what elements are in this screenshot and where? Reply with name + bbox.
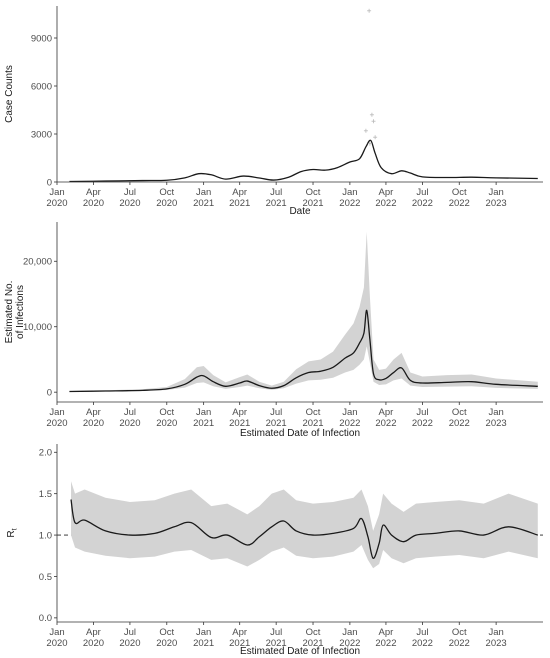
interval-band-infections bbox=[69, 231, 538, 392]
data-point bbox=[363, 128, 368, 133]
x-tick-label: Jan 2020 bbox=[46, 627, 67, 649]
y-axis-title: Estimated No.of Infections bbox=[4, 281, 26, 344]
y-tick-label: 6000 bbox=[31, 81, 52, 92]
x-tick-label: Jul 2020 bbox=[119, 187, 140, 209]
estimate-line-infections bbox=[69, 309, 538, 393]
x-tick-label: Jan 2021 bbox=[193, 407, 214, 429]
x-tick-label: Oct 2022 bbox=[449, 407, 470, 429]
x-tick-label: Jul 2020 bbox=[119, 407, 140, 429]
data-point bbox=[367, 8, 372, 13]
x-tick-label: Jan 2021 bbox=[193, 187, 214, 209]
y-tick-label: 0 bbox=[47, 177, 52, 188]
y-tick-label: 0.5 bbox=[39, 572, 52, 583]
plot-area-rt bbox=[57, 481, 543, 569]
y-tick-label: 0.0 bbox=[39, 613, 52, 624]
data-point bbox=[369, 112, 374, 117]
x-tick-label: Oct 2022 bbox=[449, 187, 470, 209]
x-tick-label: Apr 2020 bbox=[83, 187, 104, 209]
smoothed-line-cases bbox=[69, 139, 538, 182]
x-tick-label: Jan 2020 bbox=[46, 187, 67, 209]
x-tick-label: Jan 2023 bbox=[486, 187, 507, 209]
x-tick-label: Jul 2021 bbox=[266, 407, 287, 429]
x-tick-label: Apr 2020 bbox=[83, 407, 104, 429]
x-tick-label: Jul 2022 bbox=[412, 407, 433, 429]
x-tick-label: Apr 2021 bbox=[229, 187, 250, 209]
x-tick-label: Oct 2020 bbox=[156, 407, 177, 429]
interval-band-rt bbox=[71, 481, 538, 569]
x-tick-label: Jan 2021 bbox=[193, 627, 214, 649]
x-tick-label: Oct 2020 bbox=[156, 627, 177, 649]
x-tick-label: Apr 2020 bbox=[83, 627, 104, 649]
x-tick-label: Jan 2022 bbox=[339, 627, 360, 649]
x-tick-label: Jul 2022 bbox=[412, 187, 433, 209]
x-tick-label: Jul 2020 bbox=[119, 627, 140, 649]
y-tick-label: 1.0 bbox=[39, 530, 52, 541]
x-tick-label: Apr 2022 bbox=[375, 627, 396, 649]
x-tick-label: Jul 2021 bbox=[266, 187, 287, 209]
x-tick-label: Jan 2023 bbox=[486, 627, 507, 649]
y-tick-label: 2.0 bbox=[39, 448, 52, 459]
x-tick-label: Oct 2021 bbox=[302, 627, 323, 649]
data-point bbox=[373, 135, 378, 140]
x-tick-label: Apr 2022 bbox=[375, 187, 396, 209]
x-tick-label: Jan 2022 bbox=[339, 407, 360, 429]
plot-area-infections bbox=[69, 231, 538, 393]
x-tick-label: Jul 2022 bbox=[412, 627, 433, 649]
y-tick-label: 9000 bbox=[31, 33, 52, 44]
panel-rt: 0.0 0.5 1.0 1.5 2.0 Jan 2020 Apr 2020 Jul 2020 Oct 2… bbox=[6, 444, 543, 657]
x-tick-label: Oct 2022 bbox=[449, 627, 470, 649]
y-tick-label: 0 bbox=[47, 387, 52, 398]
y-tick-label: 10,000 bbox=[23, 322, 52, 333]
x-tick-label: Apr 2021 bbox=[229, 627, 250, 649]
y-tick-label: 20,000 bbox=[23, 257, 52, 268]
y-tick-label: 3000 bbox=[31, 129, 52, 140]
y-tick-label: 1.5 bbox=[39, 489, 52, 500]
y-axis-title: Case Counts bbox=[4, 65, 15, 123]
x-tick-label: Oct 2020 bbox=[156, 187, 177, 209]
x-tick-label: Jan 2023 bbox=[486, 407, 507, 429]
data-point bbox=[371, 119, 376, 124]
x-tick-label: Apr 2021 bbox=[229, 407, 250, 429]
x-axis-title: Estimated Date of Infection bbox=[240, 428, 360, 439]
x-tick-label: Jul 2021 bbox=[266, 627, 287, 649]
data-point bbox=[367, 141, 372, 146]
x-tick-label: Oct 2021 bbox=[302, 407, 323, 429]
x-axis-title: Estimated Date of Infection bbox=[240, 646, 360, 657]
x-axis-title: Date bbox=[289, 206, 311, 217]
x-tick-label: Apr 2022 bbox=[375, 407, 396, 429]
panel-infections: 0 10,000 20,000 Jan 2020 Apr 2020 Jul 2020 Oct 202… bbox=[4, 222, 543, 439]
y-axis-title: Rt bbox=[6, 528, 19, 537]
x-tick-label: Jan 2020 bbox=[46, 407, 67, 429]
x-tick-label: Jan 2022 bbox=[339, 187, 360, 209]
panel-cases: 0 3000 6000 9000 Jan 2020 Apr 2020 Jul 2020 Oct 202… bbox=[4, 6, 543, 217]
x-tick-label: Oct 2021 bbox=[302, 187, 323, 209]
plot-area-cases bbox=[69, 8, 538, 182]
estimate-line-rt bbox=[70, 499, 538, 559]
